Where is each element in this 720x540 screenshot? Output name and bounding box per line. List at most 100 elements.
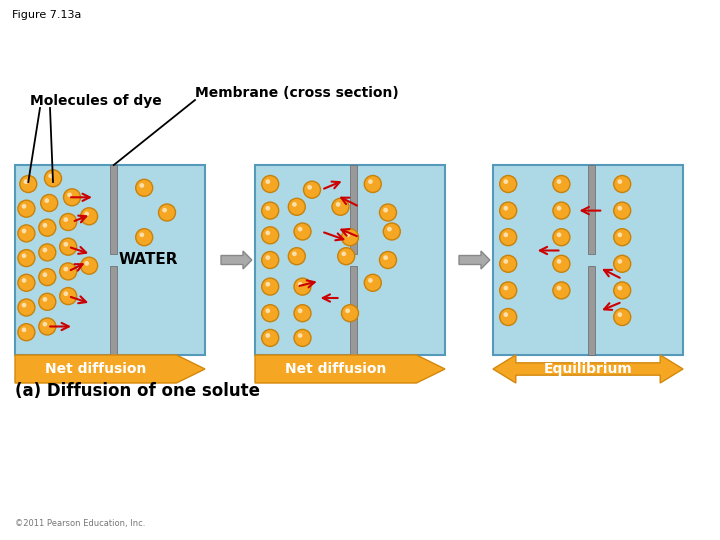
Circle shape — [346, 308, 350, 313]
Circle shape — [39, 318, 56, 335]
Circle shape — [84, 261, 89, 266]
Circle shape — [42, 322, 48, 327]
Circle shape — [364, 176, 382, 192]
Circle shape — [500, 308, 517, 326]
Circle shape — [336, 202, 341, 207]
Circle shape — [60, 238, 77, 255]
Circle shape — [383, 208, 388, 213]
Circle shape — [379, 204, 397, 221]
Circle shape — [500, 229, 517, 246]
Bar — [588, 266, 595, 355]
Circle shape — [294, 223, 311, 240]
Circle shape — [60, 288, 77, 305]
Text: Membrane (cross section): Membrane (cross section) — [195, 86, 399, 100]
Polygon shape — [255, 355, 445, 383]
Circle shape — [298, 227, 302, 232]
Circle shape — [618, 179, 622, 184]
Circle shape — [553, 255, 570, 272]
Polygon shape — [15, 355, 205, 383]
Circle shape — [379, 252, 397, 268]
Circle shape — [261, 329, 279, 346]
Circle shape — [266, 206, 270, 211]
Circle shape — [613, 202, 631, 219]
Circle shape — [338, 248, 355, 265]
Circle shape — [63, 267, 68, 272]
Circle shape — [618, 259, 622, 264]
Circle shape — [503, 259, 508, 264]
Circle shape — [557, 232, 562, 237]
Circle shape — [613, 255, 631, 272]
FancyArrow shape — [221, 251, 252, 269]
Bar — [351, 266, 357, 355]
Circle shape — [553, 229, 570, 246]
Circle shape — [39, 268, 56, 286]
Circle shape — [288, 198, 305, 215]
Circle shape — [383, 223, 400, 240]
Circle shape — [18, 225, 35, 242]
Circle shape — [140, 183, 144, 188]
Circle shape — [341, 229, 359, 246]
Circle shape — [613, 282, 631, 299]
FancyBboxPatch shape — [255, 165, 445, 355]
Circle shape — [618, 286, 622, 291]
Circle shape — [557, 206, 562, 211]
Circle shape — [22, 303, 27, 307]
Circle shape — [500, 176, 517, 192]
Circle shape — [332, 198, 349, 215]
Circle shape — [266, 255, 270, 260]
Circle shape — [294, 329, 311, 346]
Circle shape — [261, 305, 279, 322]
Circle shape — [500, 202, 517, 219]
Circle shape — [298, 308, 302, 313]
Circle shape — [60, 263, 77, 280]
Circle shape — [266, 333, 270, 338]
Circle shape — [266, 282, 270, 287]
Circle shape — [135, 179, 153, 197]
Circle shape — [22, 204, 27, 208]
Circle shape — [341, 305, 359, 322]
Circle shape — [18, 249, 35, 267]
Text: Molecules of dye: Molecules of dye — [30, 94, 162, 108]
Text: Net diffusion: Net diffusion — [45, 362, 146, 376]
Circle shape — [266, 308, 270, 313]
Circle shape — [63, 242, 68, 247]
Circle shape — [557, 286, 562, 291]
Circle shape — [500, 282, 517, 299]
Circle shape — [261, 227, 279, 244]
Circle shape — [368, 278, 373, 283]
Circle shape — [294, 278, 311, 295]
Text: ©2011 Pearson Education, Inc.: ©2011 Pearson Education, Inc. — [15, 519, 145, 528]
Circle shape — [162, 208, 167, 213]
Circle shape — [60, 213, 77, 231]
Circle shape — [346, 232, 350, 237]
Circle shape — [387, 227, 392, 232]
Circle shape — [304, 181, 320, 198]
Circle shape — [41, 194, 58, 212]
Circle shape — [503, 312, 508, 317]
Circle shape — [42, 272, 48, 277]
Bar — [110, 165, 117, 254]
Circle shape — [39, 244, 56, 261]
Circle shape — [39, 293, 56, 310]
Circle shape — [266, 179, 270, 184]
Circle shape — [298, 333, 302, 338]
Circle shape — [618, 232, 622, 237]
Circle shape — [364, 274, 382, 291]
Circle shape — [266, 231, 270, 235]
Circle shape — [613, 308, 631, 326]
Circle shape — [288, 248, 305, 265]
Circle shape — [261, 278, 279, 295]
Circle shape — [294, 305, 311, 322]
Circle shape — [18, 299, 35, 316]
Circle shape — [368, 179, 373, 184]
Circle shape — [140, 232, 144, 237]
Circle shape — [45, 170, 61, 187]
FancyBboxPatch shape — [493, 165, 683, 355]
Bar — [588, 165, 595, 254]
Circle shape — [22, 278, 27, 283]
Circle shape — [135, 229, 153, 246]
Circle shape — [383, 255, 388, 260]
Circle shape — [39, 219, 56, 236]
Circle shape — [503, 179, 508, 184]
Circle shape — [557, 259, 562, 264]
